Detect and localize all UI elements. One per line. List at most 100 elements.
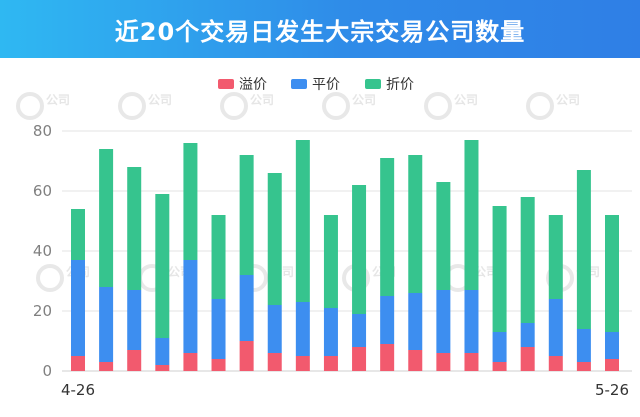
bar-segment (267, 305, 282, 353)
watermark-logo: 公司 (220, 92, 274, 120)
bar-segment (436, 182, 451, 290)
bar-stack (520, 197, 535, 371)
watermark-text: 公司 (556, 93, 580, 107)
watermark-text: 公司 (46, 93, 70, 107)
bar-stack (267, 173, 282, 371)
bar-stack (239, 155, 254, 371)
y-tick-label: 40 (33, 242, 52, 260)
bar-stack (127, 167, 142, 371)
y-tick-label: 80 (33, 122, 52, 140)
legend-swatch (365, 79, 381, 89)
chart-legend: 溢价 平价 折价 (218, 77, 414, 93)
bar-segment (380, 158, 395, 296)
bar-stack (492, 206, 507, 371)
legend-item-2: 折价 (365, 77, 414, 93)
bar-stack (352, 185, 367, 371)
bar-segment (183, 260, 198, 353)
bar-segment (548, 356, 563, 371)
x-axis: 4-26 5-26 (61, 381, 629, 399)
bar-segment (605, 359, 619, 371)
bar-segment (520, 347, 535, 371)
bar-stack (464, 140, 479, 371)
watermark-logo: 公司 (322, 92, 376, 120)
y-tick-label: 0 (42, 362, 52, 380)
bar-segment (183, 143, 198, 260)
legend-item-0: 溢价 (218, 77, 267, 93)
bar-segment (211, 359, 226, 371)
y-tick-label: 60 (33, 182, 52, 200)
page-title: 近20个交易日发生大宗交易公司数量 (114, 17, 526, 46)
bar-segment (99, 149, 114, 287)
bar-segment (127, 167, 142, 290)
legend-swatch (291, 79, 307, 89)
bar-segment (492, 206, 507, 332)
bar-segment (548, 299, 563, 356)
bar-stack (183, 143, 198, 371)
bar-segment (155, 338, 170, 365)
bar-segment (127, 350, 142, 371)
bar-stack (548, 215, 563, 371)
bar-segment (71, 209, 85, 260)
bar-segment (211, 299, 226, 359)
bar-segment (576, 329, 591, 362)
bar-segment (492, 332, 507, 362)
bar-segment (520, 197, 535, 323)
bar-series (71, 140, 619, 371)
bar-segment (127, 290, 142, 350)
bar-segment (323, 215, 338, 308)
watermark-logo: 公司 (118, 92, 172, 120)
legend-label: 溢价 (239, 77, 267, 93)
bar-segment (352, 347, 367, 371)
watermark-text: 公司 (250, 93, 274, 107)
bar-segment (211, 215, 226, 299)
bar-segment (548, 215, 563, 299)
bar-segment (183, 353, 198, 371)
bar-segment (605, 215, 619, 332)
y-tick-label: 20 (33, 302, 52, 320)
bar-segment (436, 353, 451, 371)
bar-segment (323, 308, 338, 356)
bar-stack (605, 215, 619, 371)
bar-stack (380, 158, 395, 371)
legend-item-1: 平价 (291, 77, 340, 93)
bar-stack (323, 215, 338, 371)
bar-stack (408, 155, 423, 371)
bar-segment (408, 155, 423, 293)
bar-segment (576, 170, 591, 329)
bar-segment (99, 362, 114, 371)
bar-segment (352, 185, 367, 314)
watermark-circle (16, 92, 44, 120)
watermark-circle (118, 92, 146, 120)
watermark-layer: 公司公司公司公司公司公司公司公司公司公司公司公司 (16, 92, 600, 292)
bar-segment (71, 356, 85, 371)
bar-segment (295, 140, 310, 302)
watermark-circle (36, 264, 64, 292)
y-axis: 0 20 40 60 80 (33, 122, 52, 380)
watermark-logo: 公司 (526, 92, 580, 120)
bar-stack (211, 215, 226, 371)
watermark-text: 公司 (148, 93, 172, 107)
bar-segment (464, 353, 479, 371)
bar-segment (99, 287, 114, 362)
watermark-logo: 公司 (424, 92, 478, 120)
bar-segment (239, 341, 254, 371)
bar-segment (520, 323, 535, 347)
x-tick-label: 5-26 (595, 381, 629, 399)
y-gridlines (62, 130, 632, 372)
bar-segment (267, 353, 282, 371)
watermark-circle (526, 92, 554, 120)
legend-swatch (218, 79, 234, 89)
bar-segment (239, 155, 254, 275)
bar-segment (576, 362, 591, 371)
watermark-circle (424, 92, 452, 120)
bar-stack (155, 194, 170, 371)
bar-stack (576, 170, 591, 371)
bar-segment (155, 194, 170, 338)
bar-segment (436, 290, 451, 353)
watermark-text: 公司 (352, 93, 376, 107)
bar-segment (464, 290, 479, 353)
bar-segment (605, 332, 619, 359)
x-tick-label: 4-26 (61, 381, 95, 399)
title-banner: 近20个交易日发生大宗交易公司数量 (0, 0, 640, 58)
